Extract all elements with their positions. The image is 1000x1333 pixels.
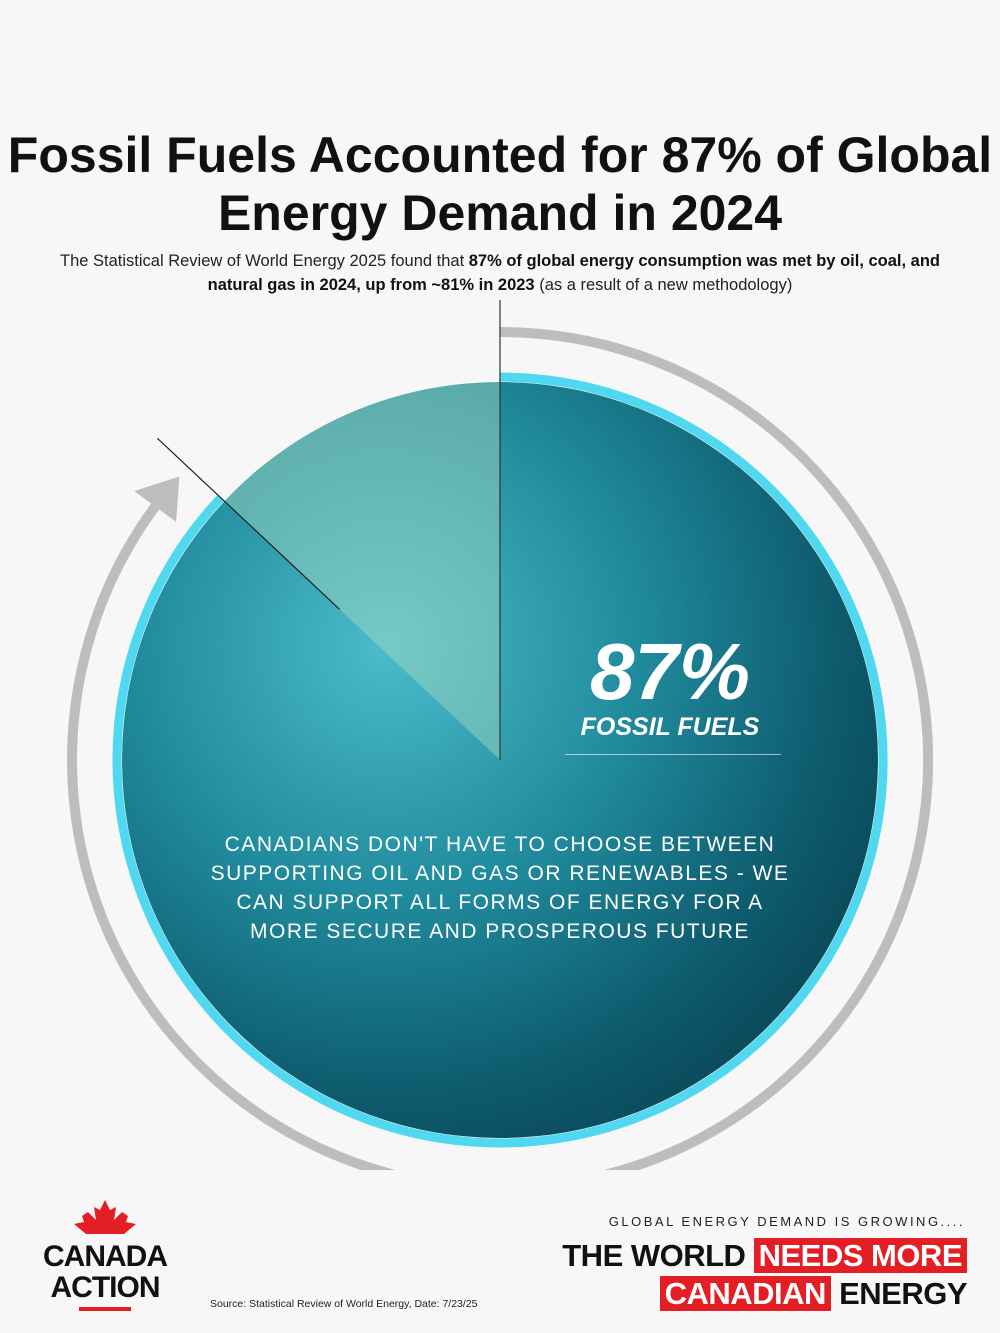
logo-line-2: ACTION (50, 1271, 161, 1304)
logo-line-1: CANADA (43, 1240, 168, 1273)
divider (565, 754, 781, 755)
subtitle: The Statistical Review of World Energy 2… (60, 249, 940, 297)
maple-leaf-icon (74, 1200, 136, 1234)
logo-underline (79, 1307, 131, 1311)
slogan-part: THE WORLD (562, 1238, 746, 1273)
tagline: GLOBAL ENERGY DEMAND IS GROWING.... (608, 1214, 965, 1229)
percent-value: 87% (589, 627, 751, 716)
pie-slice-other (224, 382, 500, 760)
message: CANADIANS DON'T HAVE TO CHOOSE BETWEEN S… (210, 833, 790, 943)
subtitle-note: (as a result of a new methodology) (534, 275, 793, 294)
pie-chart (67, 300, 933, 1170)
canada-action-logo: CANADA ACTION (30, 1200, 180, 1311)
source-note: Source: Statistical Review of World Ener… (210, 1298, 478, 1310)
subtitle-text: The Statistical Review of World Energy 2… (60, 251, 469, 270)
slogan: THE WORLD NEEDS MORE CANADIAN ENERGY (562, 1237, 967, 1313)
percent-label: FOSSIL FUELS (580, 713, 760, 741)
slogan-highlight: NEEDS MORE (753, 1238, 967, 1273)
arrow-head-icon (134, 476, 180, 522)
data-label: 87% FOSSIL FUELS (560, 627, 780, 741)
page-title: Fossil Fuels Accounted for 87% of Global… (7, 126, 993, 241)
gray-arrow-ring (67, 327, 933, 1170)
subtitle-bold: 87% of global energy consumption was met… (207, 251, 941, 294)
slogan-highlight: CANADIAN (659, 1276, 831, 1311)
slogan-part: ENERGY (839, 1276, 967, 1311)
slice-divider-angle (156, 437, 341, 610)
pie-slice-fossil-ring (112, 372, 888, 1148)
